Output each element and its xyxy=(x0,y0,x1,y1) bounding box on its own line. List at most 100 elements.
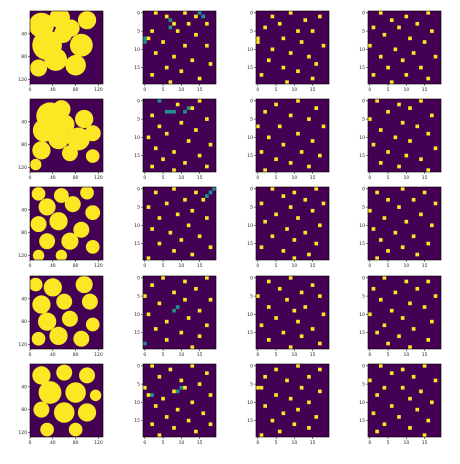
x-tick-label: 0 xyxy=(29,263,32,269)
x-tick-label: 15 xyxy=(197,440,203,446)
y-tick-label: 120 xyxy=(18,165,27,171)
heatmap-cell xyxy=(274,367,278,372)
blob-circle xyxy=(48,128,69,150)
panel-r1c0: 0 40 80 120 40 80 120 xyxy=(18,98,104,181)
heatmap-cell xyxy=(266,135,271,140)
heatmap-cell xyxy=(270,418,275,423)
y-tick-label: 10 xyxy=(134,47,140,53)
heatmap-cell xyxy=(310,29,315,33)
x-tick-label: 80 xyxy=(73,175,79,181)
heatmap-cell xyxy=(415,407,420,412)
heatmap-cell xyxy=(386,109,390,114)
y-tick-label: 10 xyxy=(134,135,140,141)
panel-r2c0: 0 40 80 120 40 80 120 xyxy=(18,186,104,269)
blob-circle xyxy=(49,212,68,231)
heatmap-cell xyxy=(389,18,394,22)
blob-circle xyxy=(65,382,86,403)
heatmap-cell xyxy=(404,279,409,284)
heatmap-cell xyxy=(274,393,278,397)
heatmap-cell xyxy=(321,201,326,206)
panel-content xyxy=(256,11,326,84)
heatmap-cell xyxy=(288,396,293,401)
heatmap-cell xyxy=(378,128,383,132)
x-tick-label: 15 xyxy=(197,87,203,93)
heatmap-cell xyxy=(150,164,154,169)
heatmap-cell xyxy=(303,230,308,235)
heatmap-cell xyxy=(422,433,427,437)
panel-background xyxy=(368,276,441,349)
heatmap-cell xyxy=(186,106,191,110)
blob-circle xyxy=(80,187,94,200)
x-tick-label: 15 xyxy=(422,440,428,446)
heatmap-cell xyxy=(299,385,304,390)
heatmap-cell xyxy=(190,252,195,257)
heatmap-cell xyxy=(393,230,398,235)
heatmap-cell xyxy=(400,385,405,390)
heatmap-cell xyxy=(281,36,286,41)
heatmap-cell xyxy=(153,404,158,408)
panel-frame xyxy=(142,10,217,85)
heatmap-cell xyxy=(307,117,311,121)
panel-content xyxy=(143,364,213,437)
y-tick-label: 0 xyxy=(250,363,253,369)
heatmap-cell xyxy=(419,389,423,394)
heatmap-cell xyxy=(314,241,319,246)
heatmap-cell xyxy=(288,113,293,118)
heatmap-cell xyxy=(433,201,438,206)
heatmap-cell xyxy=(161,40,165,44)
x-tick-label: 0 xyxy=(143,175,146,181)
heatmap-cell xyxy=(371,142,376,147)
x-tick-label: 5 xyxy=(275,352,278,358)
x-tick-label: 10 xyxy=(178,352,184,358)
heatmap-cell xyxy=(296,29,300,33)
heatmap-cell xyxy=(175,407,180,412)
heatmap-cell xyxy=(404,153,409,158)
panel-r2c1: 0 5 10 15 0 5 10 15 xyxy=(134,186,217,269)
heatmap-cell xyxy=(205,194,209,198)
x-tick-label: 5 xyxy=(162,352,165,358)
y-tick-label: 0 xyxy=(362,98,365,104)
heatmap-cell xyxy=(146,135,151,140)
x-tick-label: 0 xyxy=(143,440,146,446)
heatmap-cell xyxy=(393,47,398,52)
heatmap-cell xyxy=(190,106,195,110)
heatmap-cell xyxy=(314,415,319,419)
heatmap-cell xyxy=(183,161,187,165)
heatmap-cell xyxy=(179,238,184,242)
heatmap-cell xyxy=(408,139,412,143)
y-tick-label: 10 xyxy=(134,400,140,406)
x-tick-label: 5 xyxy=(387,352,390,358)
panel-background xyxy=(256,187,329,260)
blob-circle xyxy=(56,364,73,381)
x-tick-label: 5 xyxy=(162,263,165,269)
heatmap-cell xyxy=(186,223,191,228)
heatmap-cell xyxy=(318,367,322,372)
heatmap-cell xyxy=(205,276,209,280)
heatmap-cell xyxy=(263,374,267,379)
panel-background xyxy=(143,364,216,437)
y-tick-label: 15 xyxy=(359,65,365,71)
heatmap-cell xyxy=(285,378,289,383)
blob-circle xyxy=(39,233,56,250)
panel-frame xyxy=(367,275,442,350)
x-tick-label: 15 xyxy=(422,87,428,93)
x-tick-label: 10 xyxy=(403,263,409,269)
heatmap-cell xyxy=(157,433,162,437)
heatmap-cell xyxy=(179,330,184,335)
heatmap-cell xyxy=(190,364,195,368)
y-tick-label: 120 xyxy=(18,430,27,436)
blob-circle xyxy=(85,205,101,221)
panel-r0c0: 0 40 80 120 40 80 120 xyxy=(18,10,104,93)
heatmap-cell xyxy=(172,150,176,154)
heatmap-cell xyxy=(404,73,409,77)
x-tick-label: 80 xyxy=(73,440,79,446)
x-tick-label: 0 xyxy=(143,87,146,93)
x-tick-label: 80 xyxy=(73,87,79,93)
blob-circle xyxy=(64,196,81,213)
x-tick-label: 40 xyxy=(50,87,56,93)
panel-r4c2: 0 5 10 15 0 5 10 15 xyxy=(247,363,330,446)
blob-circle xyxy=(49,326,68,346)
heatmap-cell xyxy=(263,219,267,224)
heatmap-cell xyxy=(281,330,286,335)
